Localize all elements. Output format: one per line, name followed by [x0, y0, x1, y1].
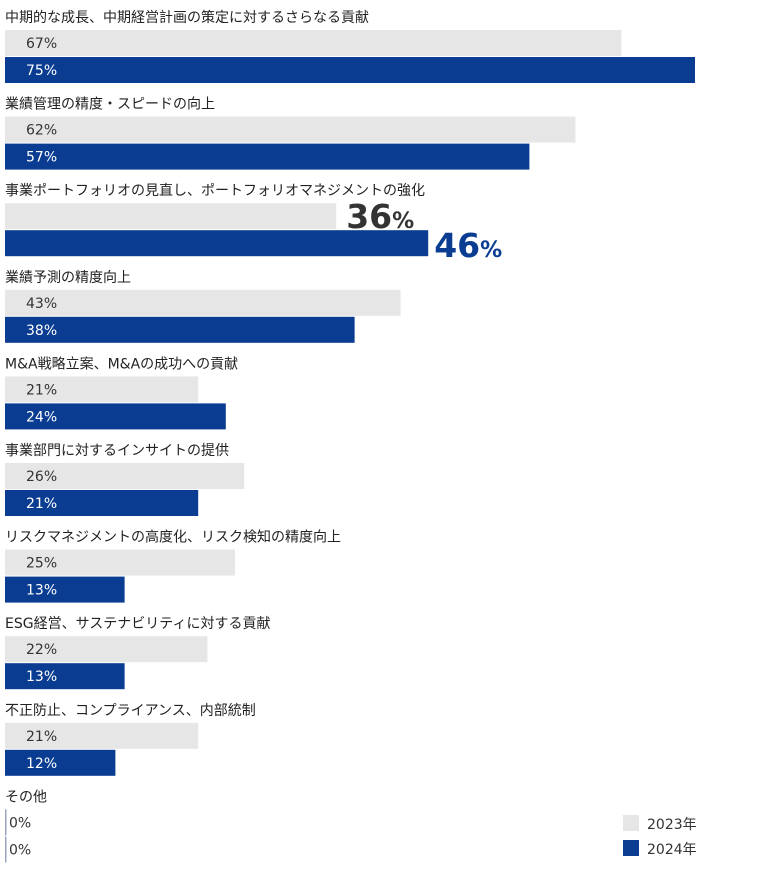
bar-2024	[5, 316, 355, 343]
value-label-2024: 75%	[26, 63, 57, 79]
bar-2023	[5, 376, 199, 403]
percent-sign: %	[392, 209, 414, 234]
bar-2023	[5, 30, 622, 56]
value-label-2023: 0%	[9, 815, 31, 831]
value-label-2023: 25%	[26, 556, 57, 572]
value-label-2024: 21%	[26, 496, 57, 512]
value-label-2024: 24%	[26, 409, 57, 425]
category-label: ESG経営、サステナビリティに対する貢献	[5, 616, 270, 632]
bar-2023	[5, 722, 199, 749]
bar-2024	[5, 663, 125, 690]
value-label-2023: 21%	[26, 729, 57, 745]
bar-2024	[5, 143, 530, 170]
legend-label-2024: 2024年	[647, 842, 697, 858]
bar-2023	[5, 636, 208, 663]
bar-2024	[5, 403, 226, 430]
bar-2023	[5, 116, 576, 143]
percent-sign: %	[480, 238, 502, 263]
bar-2023	[5, 289, 401, 316]
highlight-value-2024: 46%	[434, 226, 502, 265]
value-label-2024: 13%	[26, 583, 57, 599]
value-label-2024: 0%	[9, 842, 31, 858]
category-label: 不正防止、コンプライアンス、内部統制	[5, 703, 256, 719]
legend-label-2023: 2023年	[647, 817, 697, 833]
bar-2024	[5, 230, 429, 257]
category-label: 中期的な成長、中期経営計画の策定に対するさらなる貢献	[5, 9, 369, 26]
value-label-2023: 26%	[26, 469, 57, 485]
bar-2023	[5, 549, 235, 576]
value-label-2023: 67%	[26, 36, 57, 52]
legend-swatch-2024	[623, 840, 639, 856]
category-label: 業績管理の精度・スピードの向上	[5, 97, 215, 113]
value-label-2024: 38%	[26, 323, 57, 339]
bar-2023	[5, 809, 7, 836]
value-label-2024: 57%	[26, 150, 57, 166]
bar-2023	[5, 203, 337, 230]
category-label: 事業ポートフォリオの見直し、ポートフォリオマネジメントの強化	[5, 182, 425, 199]
category-label: その他	[5, 789, 47, 805]
bar-2024	[5, 490, 199, 516]
value-label-2023: 22%	[26, 642, 57, 658]
bar-2024	[5, 576, 125, 603]
value-label-2024: 12%	[26, 756, 57, 772]
bar-2023	[5, 463, 245, 489]
bar-2024	[5, 836, 7, 863]
value-label-2023: 43%	[26, 296, 57, 312]
category-label: 事業部門に対するインサイトの提供	[5, 443, 229, 459]
legend-swatch-2023	[623, 815, 639, 831]
value-label-2023: 62%	[26, 123, 57, 139]
bar-2024	[5, 57, 695, 83]
category-label: M&A戦略立案、M&Aの成功への貢献	[5, 355, 238, 372]
category-label: リスクマネジメントの高度化、リスク検知の精度向上	[5, 529, 341, 546]
value-label-2023: 21%	[26, 382, 57, 398]
bar-2024	[5, 749, 116, 776]
value-label-2024: 13%	[26, 669, 57, 685]
category-label: 業績予測の精度向上	[5, 270, 131, 286]
